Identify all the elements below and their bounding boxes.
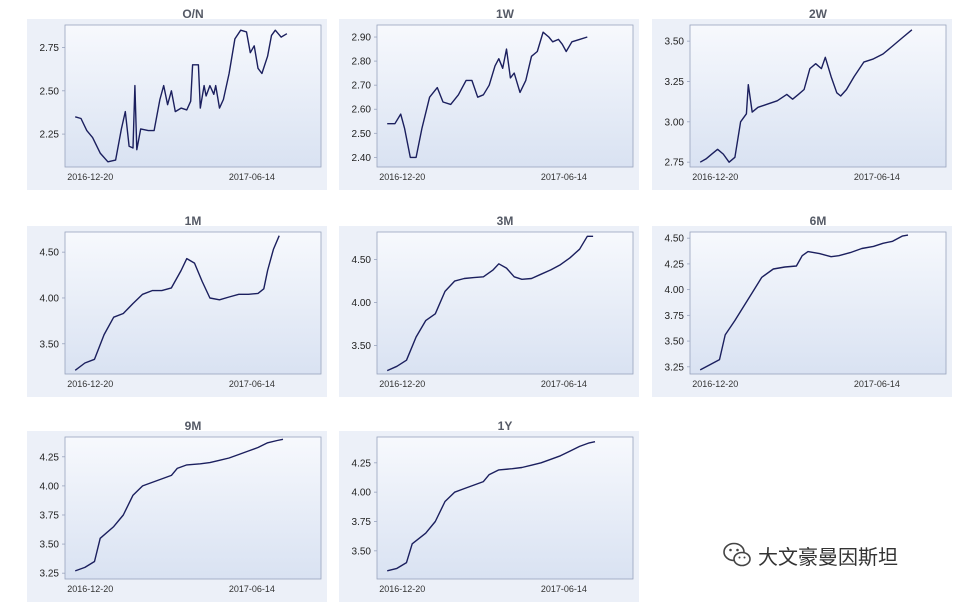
plot-area [689, 231, 947, 375]
x-tick-label: 2017-06-14 [854, 379, 900, 389]
chart-panel-1w: 1W 2.40 2.50 2.60 2.70 2.80 2.90 2016-12-20 2017… [339, 5, 639, 190]
y-tick-label: 3.50 [352, 546, 372, 557]
chart-panel-2w: 2W 2.75 3.00 3.25 3.50 2016-12-20 2017-06-14 [652, 5, 952, 190]
y-tick-label: 3.75 [665, 311, 685, 322]
series-line [386, 235, 594, 372]
y-tick-label: 2.75 [40, 43, 60, 54]
y-tick-label: 3.75 [40, 510, 60, 521]
y-tick-label: 3.75 [352, 517, 372, 528]
chart-panel-1y: 1Y 3.50 3.75 4.00 4.25 2016-12-20 2017-06-14 [339, 417, 639, 602]
chart-panel-o-n: O/N 2.25 2.50 2.75 2016-12-20 2017-06-14 [27, 5, 327, 190]
y-tick-label: 3.50 [40, 540, 60, 551]
series-line [387, 441, 596, 572]
x-tick-label: 2017-06-14 [229, 379, 275, 389]
chart-title: 3M [497, 214, 514, 228]
plot-area [376, 24, 634, 168]
y-tick-label: 2.80 [352, 57, 372, 68]
chart-title: 6M [810, 214, 827, 228]
series-line [387, 31, 588, 159]
x-tick-label: 2016-12-20 [67, 172, 113, 182]
y-tick-label: 4.50 [665, 234, 685, 245]
y-tick-label: 4.25 [665, 259, 685, 270]
x-tick-label: 2016-12-20 [379, 172, 425, 182]
y-tick-label: 3.25 [40, 569, 60, 580]
x-tick-label: 2017-06-14 [229, 584, 275, 594]
x-tick-label: 2016-12-20 [379, 584, 425, 594]
series-line [74, 438, 284, 572]
y-tick-label: 3.50 [352, 341, 372, 352]
y-tick-label: 4.00 [665, 285, 685, 296]
plot-area [689, 24, 947, 168]
y-tick-label: 4.00 [352, 298, 372, 309]
y-tick-label: 3.50 [40, 339, 60, 350]
x-tick-label: 2016-12-20 [67, 584, 113, 594]
chart-title: O/N [182, 7, 203, 21]
chart-panel-3m: 3M 3.50 4.00 4.50 2016-12-20 2017-06-14 [339, 212, 639, 397]
y-tick-label: 4.25 [40, 452, 60, 463]
watermark: 大文豪曼因斯坦 [722, 540, 898, 570]
x-tick-label: 2017-06-14 [854, 172, 900, 182]
y-tick-label: 2.70 [352, 81, 372, 92]
x-tick-label: 2017-06-14 [229, 172, 275, 182]
chart-svg: 6M 3.25 3.50 3.75 4.00 4.25 4.50 2016-12-20 2017… [652, 214, 952, 397]
y-tick-label: 3.25 [665, 362, 685, 373]
watermark-text: 大文豪曼因斯坦 [758, 544, 898, 569]
y-tick-label: 2.40 [352, 153, 372, 164]
y-tick-label: 2.25 [40, 130, 60, 141]
chart-panel-9m: 9M 3.25 3.50 3.75 4.00 4.25 2016-12-20 2017-06-… [27, 417, 327, 602]
plot-area [376, 436, 634, 580]
y-tick-label: 4.50 [40, 248, 60, 259]
series-line [74, 235, 280, 371]
chart-title: 2W [809, 7, 828, 21]
y-tick-label: 2.75 [665, 158, 685, 169]
plot-area [64, 24, 322, 168]
chart-svg: O/N 2.25 2.50 2.75 2016-12-20 2017-06-14 [27, 7, 327, 190]
chart-svg: 1W 2.40 2.50 2.60 2.70 2.80 2.90 2016-12-20 2017… [339, 7, 639, 190]
chart-panel-6m: 6M 3.25 3.50 3.75 4.00 4.25 4.50 2016-12-20 2017… [652, 212, 952, 397]
series-line [75, 29, 288, 163]
y-tick-label: 2.90 [352, 33, 372, 44]
chart-svg: 2W 2.75 3.00 3.25 3.50 2016-12-20 2017-06-14 [652, 7, 952, 190]
y-tick-label: 3.00 [665, 117, 685, 128]
chart-title: 1W [496, 7, 515, 21]
chart-title: 1M [185, 214, 202, 228]
series-line [699, 234, 909, 371]
y-tick-label: 3.50 [665, 337, 685, 348]
y-tick-label: 3.25 [665, 77, 685, 88]
chart-title: 1Y [498, 419, 513, 433]
x-tick-label: 2017-06-14 [541, 379, 587, 389]
x-tick-label: 2016-12-20 [692, 379, 738, 389]
y-tick-label: 4.50 [352, 255, 372, 266]
x-tick-label: 2016-12-20 [692, 172, 738, 182]
y-tick-label: 3.50 [665, 37, 685, 48]
plot-area [64, 436, 322, 580]
x-tick-label: 2016-12-20 [67, 379, 113, 389]
y-tick-label: 2.60 [352, 105, 372, 116]
y-tick-label: 2.50 [40, 86, 60, 97]
chart-svg: 9M 3.25 3.50 3.75 4.00 4.25 2016-12-20 2017-06-… [27, 419, 327, 602]
x-tick-label: 2017-06-14 [541, 172, 587, 182]
chart-svg: 1Y 3.50 3.75 4.00 4.25 2016-12-20 2017-06-14 [339, 419, 639, 602]
y-tick-label: 4.00 [352, 488, 372, 499]
y-tick-label: 2.50 [352, 129, 372, 140]
y-tick-label: 4.00 [40, 293, 60, 304]
wechat-icon [723, 542, 751, 567]
y-tick-label: 4.25 [352, 458, 372, 469]
series-line [699, 29, 913, 163]
chart-panel-1m: 1M 3.50 4.00 4.50 2016-12-20 2017-06-14 [27, 212, 327, 397]
x-tick-label: 2017-06-14 [541, 584, 587, 594]
plot-area [376, 231, 634, 375]
plot-area [64, 231, 322, 375]
chart-title: 9M [185, 419, 202, 433]
chart-svg: 3M 3.50 4.00 4.50 2016-12-20 2017-06-14 [339, 214, 639, 397]
y-tick-label: 4.00 [40, 481, 60, 492]
chart-svg: 1M 3.50 4.00 4.50 2016-12-20 2017-06-14 [27, 214, 327, 397]
x-tick-label: 2016-12-20 [379, 379, 425, 389]
